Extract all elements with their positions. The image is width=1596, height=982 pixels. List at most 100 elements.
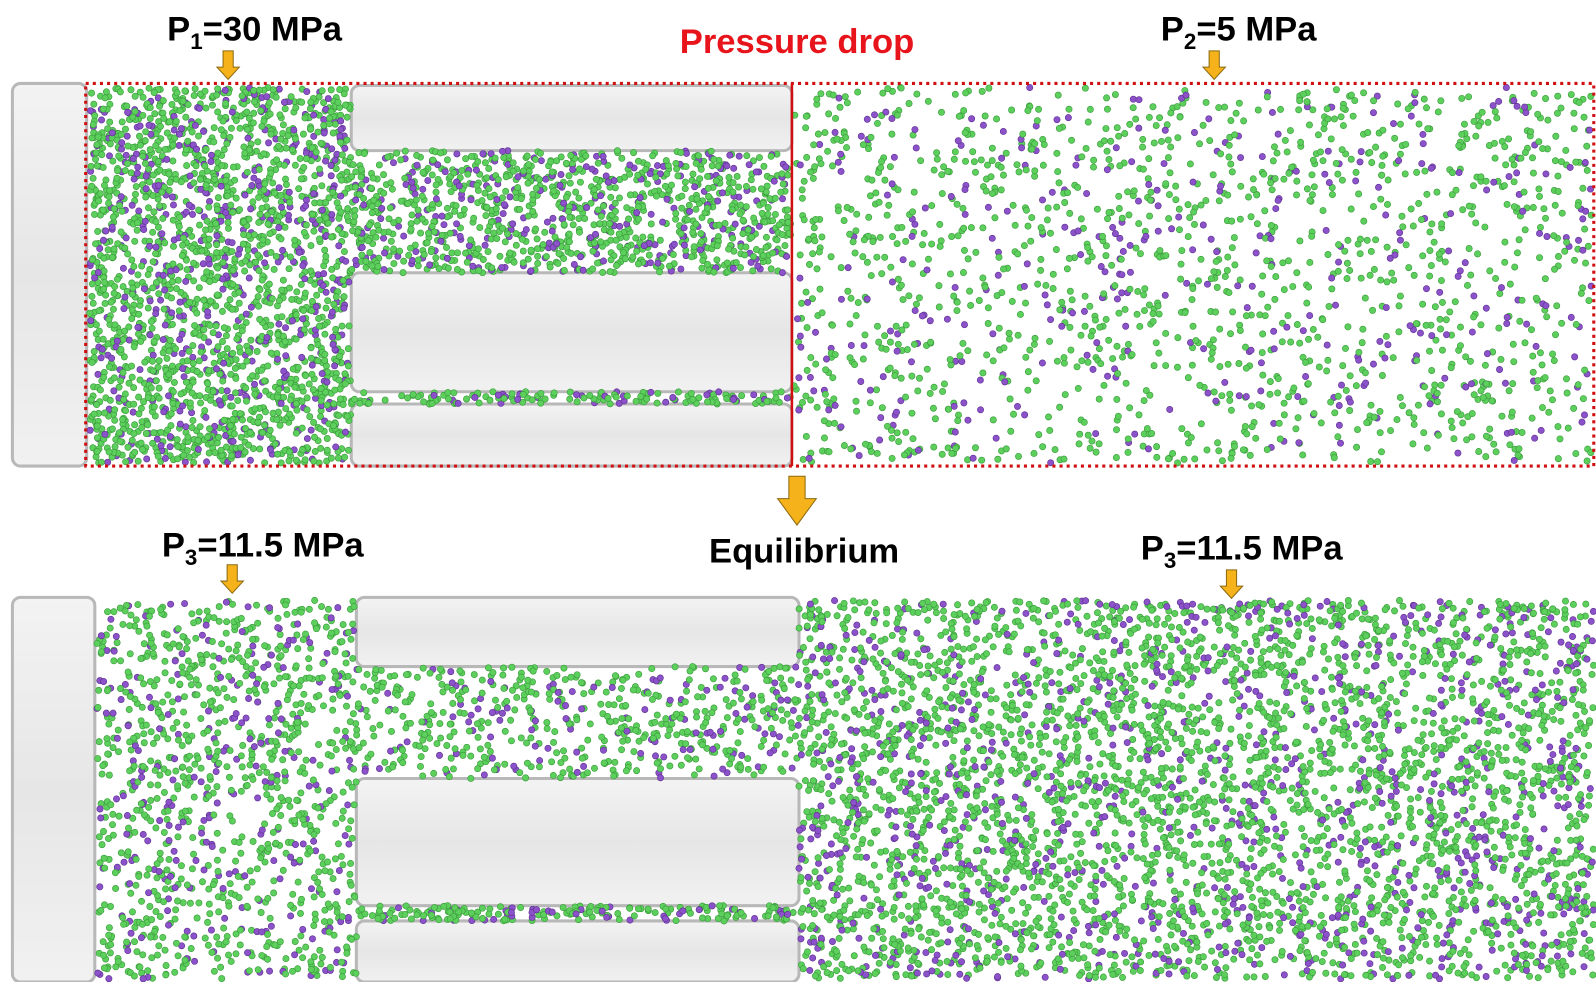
molecule — [88, 163, 94, 169]
molecule — [1447, 210, 1453, 216]
molecule — [832, 129, 838, 135]
molecule — [1269, 187, 1275, 193]
molecule — [1502, 259, 1508, 265]
molecule — [1054, 117, 1060, 123]
molecule — [155, 158, 161, 164]
molecule — [1555, 93, 1561, 99]
molecule — [190, 342, 196, 348]
molecule — [1211, 389, 1217, 395]
molecule — [119, 119, 125, 125]
molecule — [245, 247, 251, 253]
molecule — [776, 222, 782, 228]
molecule — [1127, 242, 1133, 248]
molecule — [1294, 178, 1300, 184]
molecule — [704, 392, 710, 398]
molecule — [1453, 187, 1459, 193]
molecule — [1324, 342, 1330, 348]
molecule — [352, 207, 358, 213]
molecule — [1057, 307, 1063, 313]
molecule — [94, 142, 100, 148]
molecule — [855, 299, 861, 305]
slab — [356, 778, 799, 905]
molecule — [921, 230, 927, 236]
molecule — [1068, 137, 1074, 143]
molecule — [663, 399, 669, 405]
molecule — [951, 156, 957, 162]
molecule — [95, 134, 101, 140]
molecule — [525, 161, 531, 167]
molecule — [278, 192, 284, 198]
molecule — [267, 427, 273, 433]
molecule — [197, 392, 203, 398]
molecule — [1125, 449, 1131, 455]
molecule — [1018, 145, 1024, 151]
molecule — [285, 133, 291, 139]
molecule — [608, 229, 614, 235]
molecule — [688, 390, 694, 396]
molecule — [1153, 340, 1159, 346]
molecule — [1151, 362, 1157, 368]
molecule — [214, 206, 220, 212]
molecule — [407, 245, 413, 251]
molecule — [980, 275, 986, 281]
molecule — [228, 202, 234, 208]
molecule — [1353, 169, 1359, 175]
molecule — [318, 140, 324, 146]
molecule — [1090, 366, 1096, 372]
molecule — [803, 154, 809, 160]
molecule — [929, 202, 935, 208]
molecule — [452, 208, 458, 214]
molecule — [1291, 385, 1297, 391]
molecule — [853, 408, 859, 414]
molecule — [1360, 326, 1366, 332]
molecule — [335, 226, 341, 232]
molecule — [1083, 190, 1089, 196]
molecule — [1483, 433, 1489, 439]
molecule — [158, 442, 164, 448]
molecule — [1103, 95, 1109, 101]
molecule — [1396, 303, 1402, 309]
molecule — [203, 182, 209, 188]
molecule — [1317, 149, 1323, 155]
molecule — [248, 337, 254, 343]
molecule — [1217, 363, 1223, 369]
molecule — [214, 265, 220, 271]
molecule — [1126, 405, 1132, 411]
molecule — [322, 199, 328, 205]
molecule — [549, 228, 555, 234]
molecule — [425, 230, 431, 236]
molecule — [291, 127, 297, 133]
molecule — [1580, 185, 1586, 191]
molecule — [176, 131, 182, 137]
molecule — [704, 173, 710, 179]
molecule — [289, 147, 295, 153]
molecule — [209, 102, 215, 108]
molecule — [382, 397, 388, 403]
molecule — [499, 264, 505, 270]
molecule — [807, 374, 813, 380]
molecule — [509, 391, 515, 397]
molecule — [1212, 309, 1218, 315]
molecule — [1485, 119, 1491, 125]
molecule — [671, 241, 677, 247]
molecule — [1075, 385, 1081, 391]
molecule — [1231, 234, 1237, 240]
molecule — [289, 296, 295, 302]
molecule — [1185, 201, 1191, 207]
molecule — [173, 285, 179, 291]
molecule — [1362, 370, 1368, 376]
molecule — [309, 211, 315, 217]
molecule — [205, 339, 211, 345]
molecule — [517, 206, 523, 212]
molecule — [1370, 203, 1376, 209]
molecule — [381, 190, 387, 196]
molecule — [308, 126, 314, 132]
molecule — [293, 430, 299, 436]
molecule — [197, 400, 203, 406]
molecule — [903, 429, 909, 435]
molecule — [445, 265, 451, 271]
molecule — [608, 194, 614, 200]
molecule — [313, 149, 319, 155]
molecule — [150, 352, 156, 358]
molecule — [889, 435, 895, 441]
